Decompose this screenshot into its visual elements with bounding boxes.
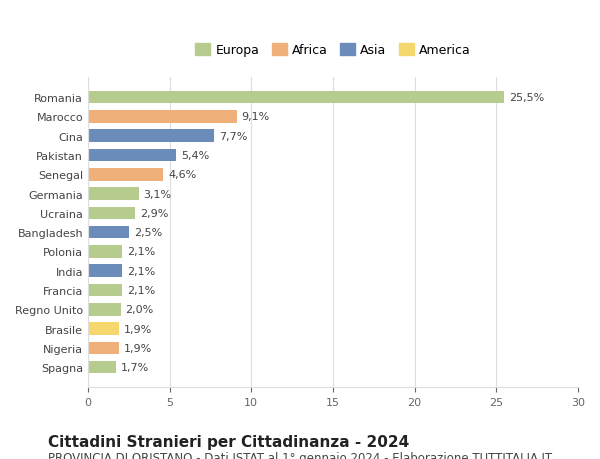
Bar [88, 226, 129, 239]
Bar [88, 92, 505, 104]
Bar [88, 246, 122, 258]
Text: 2,1%: 2,1% [127, 266, 155, 276]
Text: 2,1%: 2,1% [127, 247, 155, 257]
Bar [88, 111, 236, 123]
Bar [88, 361, 116, 374]
Bar [88, 150, 176, 162]
Bar [88, 188, 139, 201]
Bar [88, 168, 163, 181]
Text: 1,7%: 1,7% [121, 362, 149, 372]
Text: 9,1%: 9,1% [242, 112, 270, 122]
Bar [88, 130, 214, 143]
Text: 1,9%: 1,9% [124, 324, 152, 334]
Text: 4,6%: 4,6% [168, 170, 196, 180]
Text: 7,7%: 7,7% [218, 131, 247, 141]
Text: 5,4%: 5,4% [181, 151, 209, 161]
Legend: Europa, Africa, Asia, America: Europa, Africa, Asia, America [196, 44, 470, 57]
Text: 2,0%: 2,0% [125, 305, 154, 314]
Text: 3,1%: 3,1% [143, 189, 172, 199]
Bar [88, 284, 122, 297]
Text: 1,9%: 1,9% [124, 343, 152, 353]
Bar [88, 303, 121, 316]
Text: 2,9%: 2,9% [140, 208, 169, 218]
Bar [88, 323, 119, 335]
Text: 2,5%: 2,5% [134, 228, 162, 238]
Text: 2,1%: 2,1% [127, 285, 155, 295]
Bar [88, 342, 119, 354]
Text: PROVINCIA DI ORISTANO - Dati ISTAT al 1° gennaio 2024 - Elaborazione TUTTITALIA.: PROVINCIA DI ORISTANO - Dati ISTAT al 1°… [48, 451, 552, 459]
Bar [88, 207, 136, 220]
Text: 25,5%: 25,5% [509, 93, 545, 103]
Bar [88, 265, 122, 277]
Text: Cittadini Stranieri per Cittadinanza - 2024: Cittadini Stranieri per Cittadinanza - 2… [48, 434, 409, 449]
